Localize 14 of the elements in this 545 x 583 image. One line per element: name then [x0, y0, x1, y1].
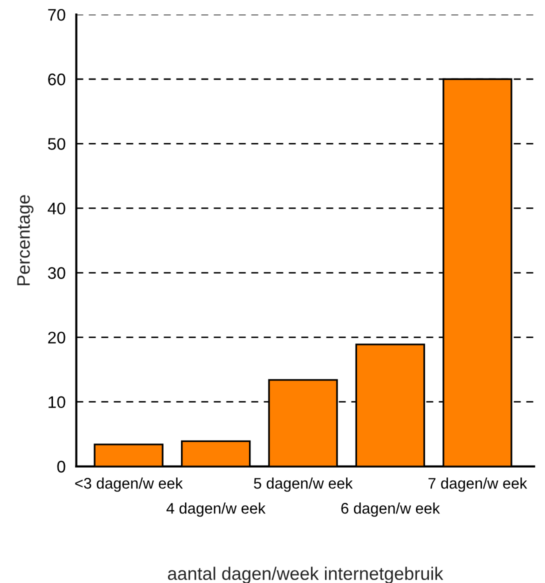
- y-tick-label: 10: [48, 396, 66, 408]
- x-tick-label: 6 dagen/w eek: [341, 502, 440, 517]
- y-tick-label: 60: [48, 74, 66, 86]
- y-tick-label: 20: [48, 332, 66, 344]
- x-tick-label: 7 dagen/w eek: [428, 478, 528, 492]
- y-axis-title: Percentage: [17, 195, 34, 286]
- x-tick-label: 5 dagen/w eek: [254, 478, 353, 492]
- y-tick-label: 30: [48, 267, 66, 279]
- y-tick-label: 40: [48, 202, 66, 214]
- y-tick-label: 70: [48, 8, 66, 21]
- y-tick-label: 50: [48, 138, 66, 150]
- x-tick-label: <3 dagen/w eek: [75, 478, 183, 492]
- y-tick-label: 0: [57, 460, 66, 473]
- x-tick-label: 4 dagen/w eek: [166, 502, 266, 517]
